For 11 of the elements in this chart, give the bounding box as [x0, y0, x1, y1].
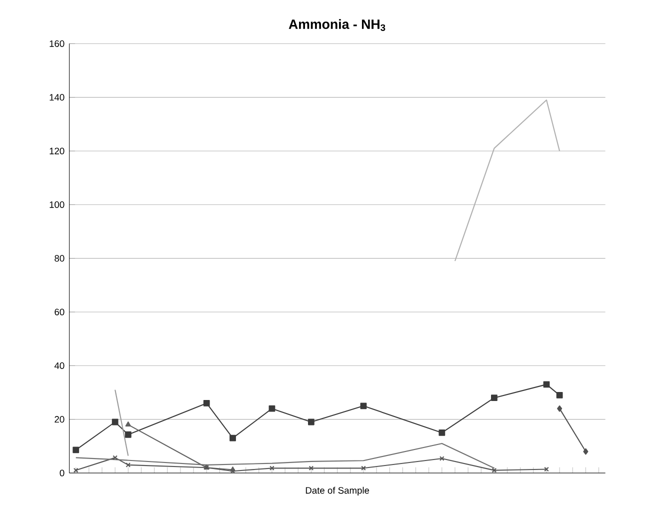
y-tick-label: 40 — [54, 362, 64, 369]
y-tick-label: 80 — [54, 255, 64, 262]
y-tick-label: 140 — [50, 94, 64, 101]
y-tick-label: 120 — [50, 148, 64, 154]
y-tick-label: 60 — [54, 308, 64, 316]
x-axis-title: Date of Sample — [306, 486, 370, 496]
y-tick-label: 100 — [50, 201, 64, 208]
y-tick-label: 160 — [50, 40, 64, 47]
y-tick-label: 20 — [54, 416, 64, 423]
y-tick-label: 0 — [60, 470, 64, 476]
chart-title: Ammonia - NH$_{3}$ — [288, 19, 386, 31]
